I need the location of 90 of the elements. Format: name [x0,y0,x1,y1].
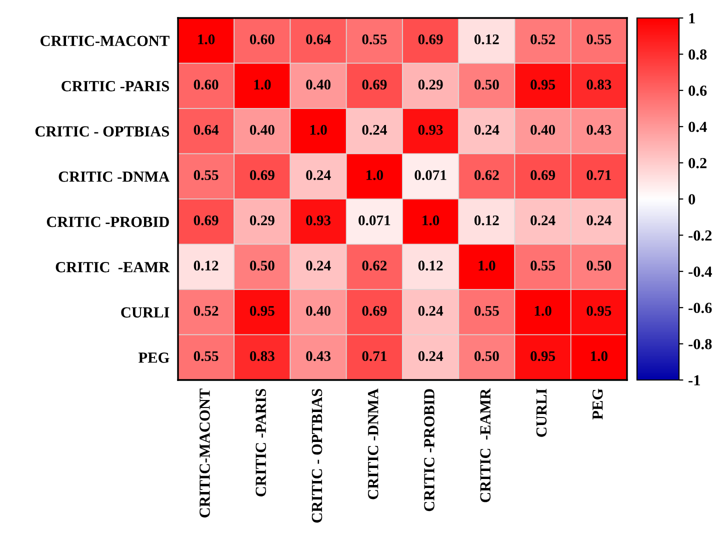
y-tick-label: PEG [138,352,170,363]
data-label: 0.52 [194,306,218,316]
data-label: 0.71 [586,170,611,180]
data-label: 0.55 [194,351,218,362]
data-label: 0.71 [362,351,386,362]
data-label: 0.95 [530,351,556,362]
data-label: 0.55 [474,306,499,316]
data-label: 0.69 [250,170,274,180]
data-label: 0.69 [418,34,443,44]
data-label: 0.29 [418,80,443,90]
color-bar-label: 1 [689,13,695,24]
data-label: 1.0 [198,34,215,44]
data-label: 0.24 [362,124,387,135]
color-bar-label: 0.2 [688,158,706,168]
data-label: 0.50 [586,260,612,271]
data-label: 0.50 [250,260,274,271]
data-label: 0.43 [586,124,612,135]
data-label: 0.50 [474,351,499,362]
y-tick-label: CURLI [121,307,170,318]
color-bar-label: 0.4 [688,122,707,132]
data-label: 0.40 [250,124,274,135]
y-tick-label: CRITIC - OPTBIAS [35,126,170,137]
color-bar-label: -0.2 [688,230,712,241]
data-label: 1.0 [366,170,383,180]
data-label: 0.95 [250,306,274,316]
data-label: 0.55 [194,170,218,180]
data-label: 0.24 [418,351,444,362]
data-label: 0.69 [194,215,218,226]
x-tick-label: CRITIC - OPTBIAS [312,388,322,523]
color-bar-label: -0.4 [688,266,712,277]
data-label: 0.24 [306,170,331,180]
data-label: 0.24 [530,215,556,226]
data-label: 0.69 [362,306,387,316]
data-label: 0.69 [530,170,556,180]
data-label: 0.60 [194,80,218,90]
color-bar-label: 0 [688,194,696,204]
data-label: 1.0 [254,80,271,90]
data-label: 0.93 [306,215,331,226]
color-bar-label: -0.8 [688,338,712,350]
y-tick-label: CRITIC -PROBID [46,216,169,228]
x-tick-label: CRITIC -DNMA [368,388,378,500]
data-label: 0.83 [586,80,612,90]
data-label: 1.0 [590,351,608,362]
y-tick-label: CRITIC-MACONT [40,36,170,46]
data-label: 0.52 [530,34,555,44]
data-label: 0.55 [530,260,556,271]
data-label: 0.071 [358,215,390,226]
x-tick-label: CRITIC -PROBID [424,389,434,512]
data-label: 0.12 [474,34,499,44]
data-label: 1.0 [534,306,552,316]
data-label: 0.69 [362,80,387,90]
data-label: 0.64 [306,34,331,44]
y-tick-label: CRITIC -DNMA [58,172,170,182]
color-bar-label: 0.6 [688,86,707,96]
data-label: 0.55 [362,34,387,44]
data-label: 0.24 [306,260,331,271]
data-label: 1.0 [310,124,327,135]
data-label: 0.12 [194,260,218,271]
data-label: 0.95 [530,80,556,90]
data-label: 0.40 [306,306,331,316]
data-label: 0.24 [586,215,612,226]
x-tick-label: CRITIC -PARIS [256,388,266,496]
data-label: 0.12 [418,260,443,271]
color-bar-label: -0.6 [688,302,712,314]
color-bar-label: 0.8 [688,49,707,60]
data-label: 1.0 [422,215,440,226]
data-label: 1.0 [478,260,496,271]
data-label: 0.60 [250,34,274,44]
data-label: 0.12 [474,215,499,226]
x-tick-label: CRITIC -EAMR [480,388,491,502]
data-label: 0.64 [194,124,219,135]
y-tick-label: CRITIC -PARIS [62,81,170,92]
y-tick-label: CRITIC -EAMR [56,262,170,272]
data-label: 0.55 [586,34,612,44]
data-label: 0.62 [362,260,387,271]
data-label: 0.93 [418,124,443,135]
data-label: 0.40 [306,80,331,90]
data-label: 0.24 [474,124,500,135]
data-label: 0.40 [530,124,556,135]
data-label: 0.29 [250,215,274,226]
data-label: 0.83 [250,351,274,362]
data-label: 0.43 [306,351,331,362]
color-bar-label: -1 [688,375,700,386]
data-label: 0.50 [474,80,499,90]
x-tick-label: CURLI [536,388,547,437]
data-label: 0.071 [414,170,446,180]
x-tick-label: PEG [592,388,603,420]
data-label: 0.95 [586,306,612,316]
data-label: 0.24 [418,306,444,316]
data-label: 0.62 [474,170,499,180]
